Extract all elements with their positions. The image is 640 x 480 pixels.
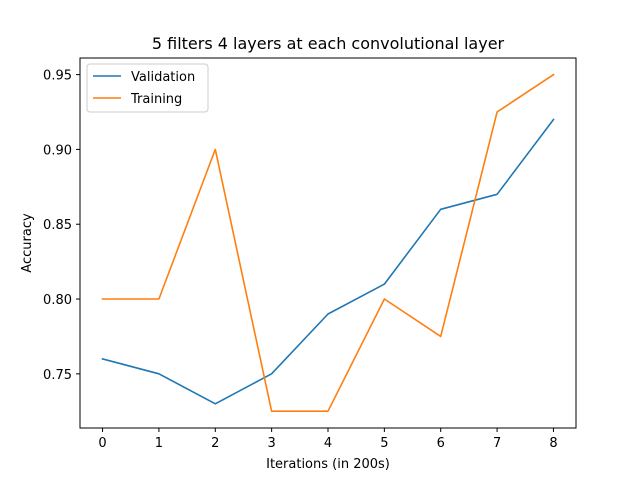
x-tick-label: 2 [211, 436, 219, 451]
series-line-0 [101, 118, 555, 405]
y-tick-label: 0.95 [43, 69, 72, 84]
y-axis-label: Accuracy [20, 213, 35, 273]
x-axis-label: Iterations (in 200s) [266, 457, 390, 472]
legend-label-1: Training [130, 92, 182, 107]
y-tick-label: 0.90 [43, 143, 72, 158]
y-axis-ticks: 0.75 0.80 0.85 0.90 0.95 [43, 69, 80, 383]
y-tick-label: 0.80 [43, 293, 72, 308]
x-tick-label: 4 [324, 436, 332, 451]
legend: Validation Training [86, 63, 209, 113]
y-tick-label: 0.85 [43, 218, 72, 233]
x-tick-label: 7 [493, 436, 501, 451]
series-line-1 [101, 73, 555, 413]
chart-title: 5 filters 4 layers at each convolutional… [152, 34, 505, 53]
legend-label-0: Validation [131, 70, 195, 85]
y-tick-label: 0.75 [43, 368, 72, 383]
x-tick-label: 0 [98, 436, 106, 451]
x-tick-label: 3 [267, 436, 275, 451]
x-tick-label: 1 [155, 436, 163, 451]
x-tick-label: 6 [437, 436, 445, 451]
x-tick-label: 5 [380, 436, 388, 451]
plot-lines [101, 73, 555, 413]
x-tick-label: 8 [549, 436, 557, 451]
x-axis-ticks: 0 1 2 3 4 5 6 7 8 [98, 428, 558, 451]
